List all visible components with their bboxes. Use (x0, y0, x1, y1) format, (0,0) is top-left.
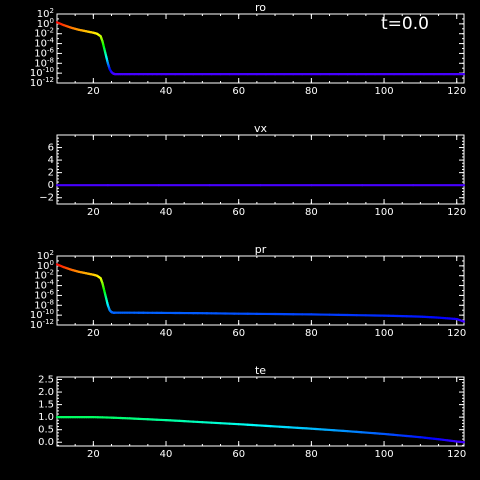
y-tick-label: 102 (37, 7, 54, 20)
y-tick-label: 2.5 (38, 375, 54, 386)
x-tick-label: 120 (447, 449, 466, 460)
panel-vx: vx 20 40 60 80 100 120 64 20 −2 (39, 122, 466, 218)
x-tick-label: 60 (232, 207, 245, 218)
y-tick-label: 100 (37, 17, 54, 30)
x-tick-label: 40 (160, 328, 173, 339)
y-tick-label: 10-10 (30, 308, 54, 321)
x-tick-label: 20 (87, 207, 100, 218)
x-tick-label: 100 (375, 207, 394, 218)
x-tick-label: 40 (160, 207, 173, 218)
y-tick-label: 0 (48, 180, 54, 191)
x-tick-label: 120 (447, 207, 466, 218)
plot-frame (56, 134, 465, 205)
y-tick-label: 10-2 (34, 269, 54, 282)
panel-title: vx (254, 122, 268, 135)
x-tick-label: 100 (375, 328, 394, 339)
y-tick-label: 10-8 (34, 298, 54, 311)
x-tick-label: 20 (87, 86, 100, 97)
y-tick-label: 1.5 (38, 400, 54, 411)
panel-title: te (255, 364, 266, 377)
y-tick-label: 4 (48, 155, 54, 166)
x-tick-label: 100 (375, 86, 394, 97)
y-tick-label: 1.0 (38, 412, 54, 423)
series-line (55, 21, 466, 76)
x-tick-label: 40 (160, 449, 173, 460)
y-tick-label: 0.0 (38, 437, 54, 448)
y-tick-label: 0.5 (38, 425, 54, 436)
y-tick-label: 10-4 (34, 279, 54, 292)
y-tick-label: −2 (39, 193, 54, 204)
y-tick-label: 10-6 (34, 288, 54, 301)
series-line (55, 263, 466, 323)
y-tick-label: 2 (48, 168, 54, 179)
y-tick-label: 6 (48, 143, 54, 154)
x-tick-label: 80 (305, 207, 318, 218)
x-tick-label: 60 (232, 328, 245, 339)
x-tick-label: 60 (232, 449, 245, 460)
y-tick-label: 10-2 (34, 27, 54, 40)
x-tick-label: 40 (160, 86, 173, 97)
time-annotation: t=0.0 (381, 14, 429, 34)
y-tick-label: 100 (37, 259, 54, 272)
series-line (55, 416, 466, 444)
x-tick-label: 120 (447, 86, 466, 97)
y-tick-label: 10-4 (34, 37, 54, 50)
x-tick-label: 20 (87, 328, 100, 339)
x-tick-label: 120 (447, 328, 466, 339)
y-tick-label: 10-12 (30, 318, 54, 331)
x-tick-label: 20 (87, 449, 100, 460)
x-tick-label: 100 (375, 449, 394, 460)
x-tick-label: 80 (305, 449, 318, 460)
y-tick-label: 10-6 (34, 46, 54, 59)
y-tick-label: 10-12 (30, 76, 54, 89)
y-tick-label: 102 (37, 249, 54, 262)
y-tick-label: 2.0 (38, 387, 54, 398)
y-tick-label: 10-8 (34, 56, 54, 69)
y-tick-label: 10-10 (30, 66, 54, 79)
panel-te: te 20 40 60 80 100 120 2.52.0 1.51.0 0.50.0 (38, 364, 466, 460)
panel-title: ro (255, 1, 266, 14)
x-tick-label: 60 (232, 86, 245, 97)
panel-title: pr (255, 243, 267, 256)
x-tick-label: 80 (305, 86, 318, 97)
plot-frame (56, 376, 465, 447)
x-tick-label: 80 (305, 328, 318, 339)
